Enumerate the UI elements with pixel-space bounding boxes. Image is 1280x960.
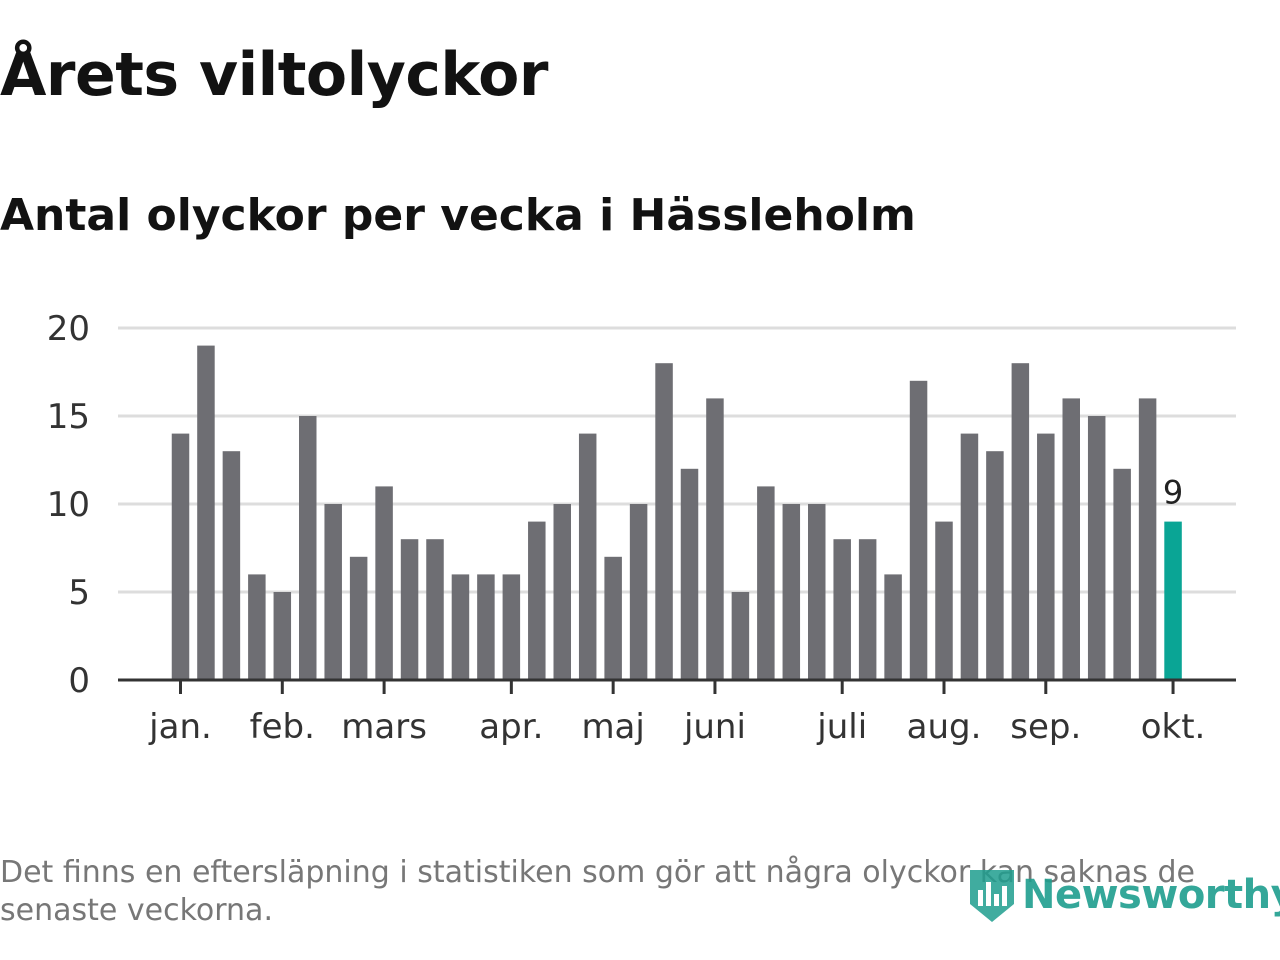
x-tick-label: sep. [1010,707,1081,747]
bar [680,468,699,680]
x-tick-label: juli [816,707,867,747]
bar [451,574,470,680]
bar [553,504,571,680]
bar [1037,433,1055,680]
y-tick-label: 15 [47,397,90,437]
x-tick-label: aug. [907,707,982,747]
y-tick-label: 0 [68,661,90,701]
bar [375,486,393,680]
bar [909,380,928,680]
bar [273,592,292,680]
bar-highlight [1164,521,1182,680]
bar [248,574,266,680]
bar [477,574,495,680]
bar [1087,416,1106,680]
bar [528,521,546,680]
bar [808,504,826,680]
bar [197,345,215,680]
bar [629,504,648,680]
bar [426,539,444,680]
bar [1011,363,1030,680]
bar [349,556,368,680]
bar [858,539,877,680]
bar [222,451,241,680]
bar [1113,468,1131,680]
bar [757,486,775,680]
bar [986,451,1004,680]
bar [1138,398,1157,680]
x-tick-label: jan. [148,707,212,747]
bar-chart: 0 5 10 15 20 9 jan. feb. mars apr. maj juni juli aug.… [47,309,1236,747]
newsworthy-logo: Newsworthy [966,864,1280,926]
x-tick-label: okt. [1141,707,1206,747]
y-tick-label: 10 [47,485,90,525]
y-tick-label: 5 [68,573,90,613]
x-tick-label: feb. [250,707,315,747]
logo-text: Newsworthy [1022,872,1280,918]
bar [171,433,190,680]
bar [833,539,851,680]
bar-chart-shield-icon [970,870,1014,922]
x-tick-label: juni [683,707,746,747]
bar [400,539,419,680]
bar [731,592,750,680]
chart-subtitle: Antal olyckor per vecka i Hässleholm [0,190,916,241]
bar [960,433,979,680]
bar [324,504,342,680]
bar [706,398,724,680]
bar [604,556,622,680]
bar [935,521,953,680]
bar [782,504,801,680]
x-tick-label: mars [341,707,427,747]
bar [1062,398,1080,680]
last-value-label: 9 [1163,474,1183,512]
bar [502,574,521,680]
bar [655,363,673,680]
y-tick-label: 20 [47,309,90,349]
x-tick-label: apr. [479,707,543,747]
bar [299,416,317,680]
bar [884,574,902,680]
bar [578,433,597,680]
chart-title: Årets viltolyckor [0,40,549,110]
x-tick-label: maj [581,707,644,747]
